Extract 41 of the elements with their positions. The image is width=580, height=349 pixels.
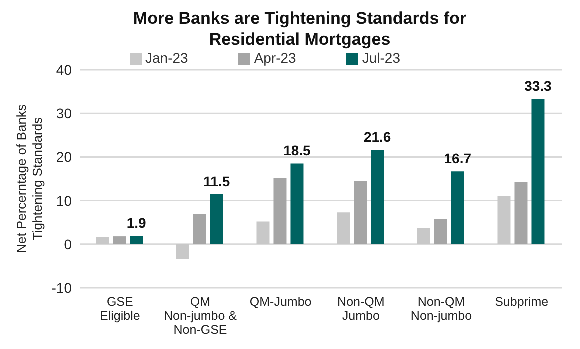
bar xyxy=(451,172,464,244)
bar xyxy=(176,244,190,260)
bar xyxy=(130,236,144,244)
bar xyxy=(354,181,368,244)
bar xyxy=(371,150,384,244)
bar xyxy=(434,219,448,244)
x-tick-label: QM Non-jumbo & Non-GSE xyxy=(164,295,238,337)
x-tick-label: Non-QM Jumbo xyxy=(338,295,385,323)
y-tick-label: 10 xyxy=(56,192,72,209)
y-tick-label: 0 xyxy=(64,236,72,252)
y-axis-title: Net Percerntage of Banks Tightening Standards xyxy=(14,104,45,254)
x-tick-label: QM-Jumbo xyxy=(250,295,312,309)
y-tick-label: 20 xyxy=(56,149,72,166)
data-label: 1.9 xyxy=(126,215,147,232)
data-label: 18.5 xyxy=(284,142,312,159)
bar xyxy=(337,212,350,244)
x-tick-label: Subprime xyxy=(495,295,549,309)
legend-label: Jan-23 xyxy=(146,50,188,66)
bar xyxy=(290,164,304,244)
bar xyxy=(417,228,430,244)
y-tick-label: 40 xyxy=(56,62,72,78)
data-label: 21.6 xyxy=(364,129,392,146)
data-label: 33.3 xyxy=(524,78,552,94)
bar xyxy=(96,237,110,244)
legend-label: Jul-23 xyxy=(362,50,400,66)
bar xyxy=(113,236,126,244)
chart-title: More Banks are Tightening Standards for Residential Mortgages xyxy=(132,8,468,50)
legend-label: Apr-23 xyxy=(254,50,296,66)
bar xyxy=(274,178,287,244)
y-tick-label: -10 xyxy=(52,280,72,296)
bar xyxy=(210,194,224,244)
bar xyxy=(193,214,206,244)
bar xyxy=(514,182,528,244)
bar xyxy=(532,99,545,244)
x-tick-label: GSE Eligible xyxy=(100,295,140,323)
x-tick-label: Non-QM Non-jumbo xyxy=(410,295,472,323)
bar xyxy=(498,196,511,244)
data-label: 16.7 xyxy=(444,150,472,167)
data-label: 11.5 xyxy=(204,173,230,190)
y-tick-label: 30 xyxy=(56,106,72,122)
bar xyxy=(256,222,270,244)
